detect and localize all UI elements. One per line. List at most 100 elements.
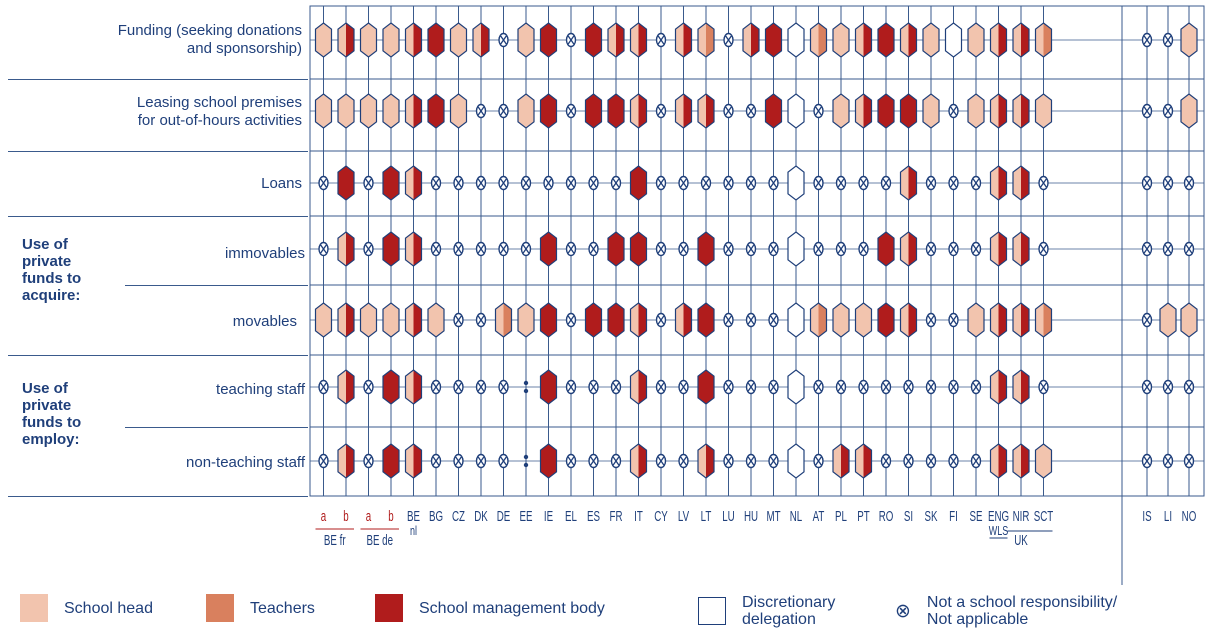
separator-line — [125, 427, 308, 428]
na-cross — [432, 244, 440, 254]
cell-be-fr-a-r0 — [314, 22, 333, 58]
row-label-loans: Loans — [261, 175, 302, 192]
cell-fill — [787, 302, 805, 338]
cell-bg-r3 — [430, 241, 442, 257]
cell-de-r5 — [498, 379, 509, 395]
na-cross — [725, 106, 732, 116]
cell-fill — [967, 93, 985, 129]
cell-fill-right — [1021, 370, 1029, 404]
cell-fill-left — [675, 23, 684, 57]
na-cross — [657, 315, 665, 325]
cell-nl-r4 — [787, 302, 805, 338]
column-label: FR — [610, 508, 623, 525]
na-cross — [927, 244, 935, 254]
cell-fill-left — [1035, 23, 1044, 57]
cell-eng-wls-r0 — [989, 22, 1008, 58]
na-cross — [567, 315, 575, 325]
cell-at-r0 — [809, 22, 828, 58]
na-cross — [567, 178, 575, 188]
cell-it-r3 — [629, 231, 648, 267]
cell-outline — [629, 302, 648, 338]
cell-outline — [1034, 22, 1053, 58]
cell-outline — [674, 302, 693, 338]
cell-outline — [1012, 302, 1030, 338]
cell-fill — [607, 93, 625, 129]
cell-fill — [629, 231, 648, 267]
column-label: SK — [924, 508, 937, 525]
cell-fill — [314, 302, 333, 338]
dot — [523, 454, 529, 460]
cell-fill — [1180, 22, 1198, 58]
cell-outline — [404, 443, 423, 479]
legend-swatch-teachers — [206, 594, 234, 622]
cell-sct-r1 — [1034, 93, 1053, 129]
cell-fill — [1034, 443, 1053, 479]
cell-fi-r4 — [948, 312, 959, 328]
cell-at-r6 — [813, 453, 824, 469]
cell-mt-r2 — [768, 175, 779, 191]
cell-fill — [337, 165, 355, 201]
cell-fill-left — [833, 444, 841, 478]
cell-fill-right — [706, 444, 714, 478]
cell-it-r5 — [629, 369, 648, 405]
na-cross — [1143, 178, 1151, 188]
cell-fill-right — [346, 444, 354, 478]
column-label: IE — [544, 508, 553, 525]
cell-outline — [337, 22, 355, 58]
cell-fi-r0 — [944, 22, 963, 58]
na-cross — [837, 382, 845, 392]
cell-fill-right — [998, 370, 1007, 404]
cell-is-r2 — [1141, 175, 1153, 191]
cell-lt-r6 — [697, 443, 715, 479]
column-label: LV — [678, 508, 690, 525]
column-label: CY — [654, 508, 668, 525]
cell-cz-r1 — [449, 93, 468, 129]
cell-fill — [607, 231, 625, 267]
cell-dk-r2 — [475, 175, 487, 191]
cell-ro-r5 — [880, 379, 892, 395]
legend-item-discretionary: Discretionary delegation — [698, 594, 835, 628]
cell-el-r5 — [565, 379, 577, 395]
na-cross — [950, 315, 957, 325]
cell-be-de-b-r2 — [382, 165, 400, 201]
cell-outline — [989, 22, 1008, 58]
cell-fill-left — [630, 444, 639, 478]
cell-outline — [629, 443, 648, 479]
cell-fill-left — [990, 303, 999, 337]
na-cross — [927, 456, 935, 466]
cell-nir-r6 — [1012, 443, 1030, 479]
cell-fill-right — [751, 23, 759, 57]
cell-outline — [697, 22, 715, 58]
cell-fill — [359, 302, 378, 338]
cell-fill-left — [900, 303, 909, 337]
cell-outline — [989, 231, 1008, 267]
cell-be-fr-b-r4 — [337, 302, 355, 338]
cell-fill-right — [346, 23, 354, 57]
cell-fr-r0 — [607, 22, 625, 58]
not-applicable-icon: ⊗ — [895, 600, 911, 622]
na-cross — [815, 382, 822, 392]
cell-fill — [787, 231, 805, 267]
cell-pl-r4 — [832, 302, 850, 338]
cell-si-r4 — [899, 302, 918, 338]
cell-pl-r5 — [835, 379, 847, 395]
cell-outline — [337, 231, 355, 267]
na-cross — [815, 456, 822, 466]
cell-dk-r0 — [472, 22, 490, 58]
cell-fill — [382, 22, 400, 58]
column-label: AT — [813, 508, 825, 525]
cell-sct-r0 — [1034, 22, 1053, 58]
cell-fill — [584, 302, 603, 338]
cell-fill-right — [998, 232, 1007, 266]
cell-ee-r4 — [517, 302, 535, 338]
cell-fill — [359, 22, 378, 58]
cell-fill-right — [1021, 232, 1029, 266]
cell-hu-r3 — [745, 241, 757, 257]
na-cross — [860, 382, 867, 392]
cell-fill — [584, 22, 603, 58]
cell-mt-r6 — [768, 453, 779, 469]
cell-fill-left — [495, 303, 504, 337]
na-cross — [477, 106, 485, 116]
cell-be-de-a-r3 — [363, 241, 374, 257]
na-cross — [590, 178, 597, 188]
